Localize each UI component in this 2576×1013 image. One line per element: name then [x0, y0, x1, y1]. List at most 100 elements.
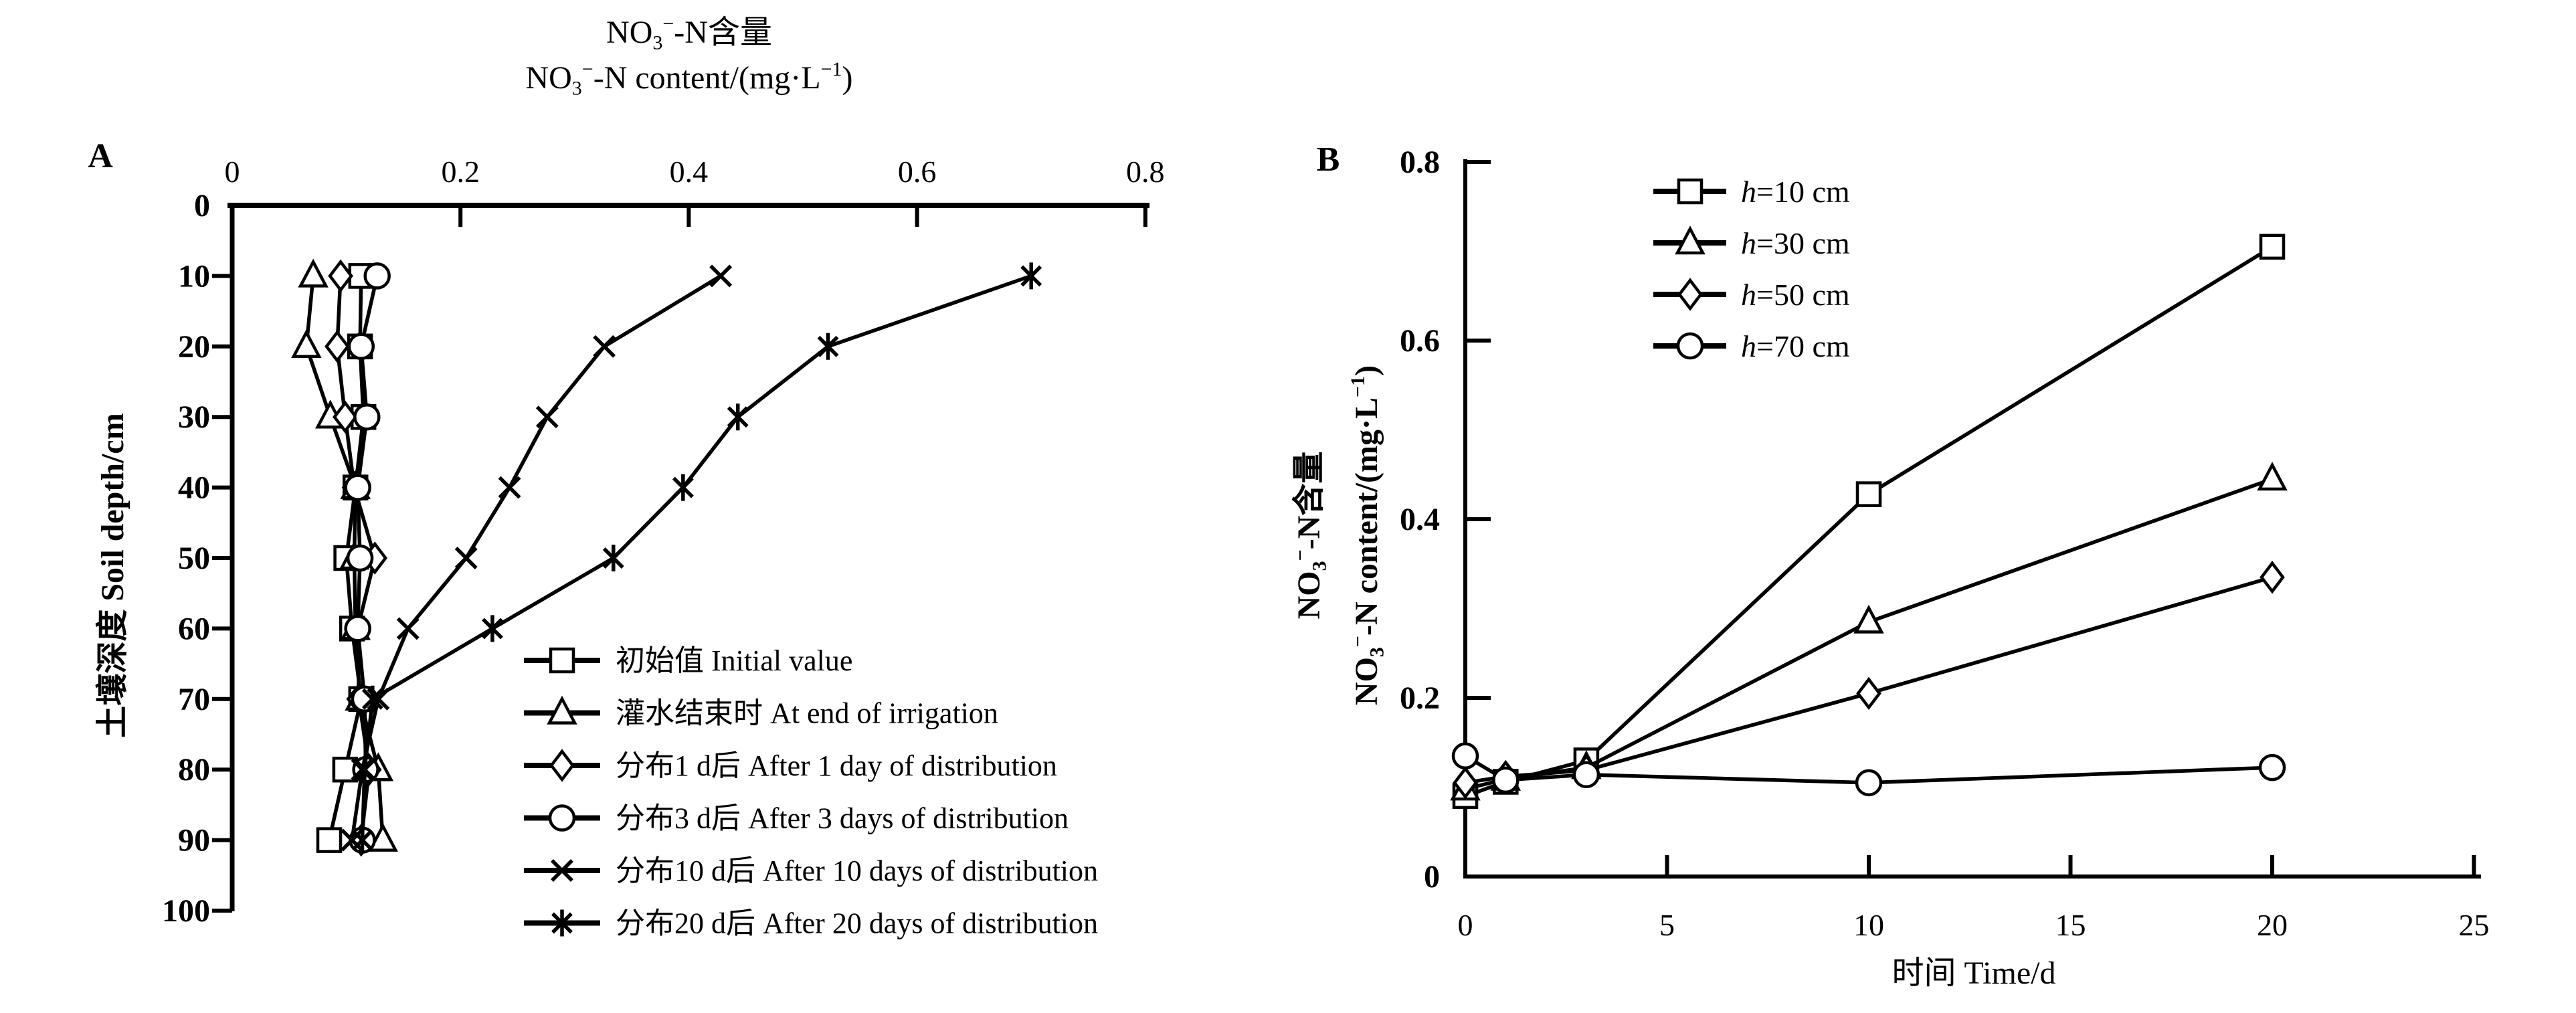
- a-y-tick-label: 90: [178, 823, 210, 858]
- a-y-tick-label: 70: [178, 682, 210, 717]
- a-series-5-marker: [817, 333, 839, 360]
- panel-b-label: B: [1317, 141, 1340, 179]
- b-y-tick-label: 0.8: [1400, 145, 1440, 180]
- a-series-5-marker: [1020, 262, 1042, 290]
- a-title-cn: NO3−-N含量: [606, 13, 772, 54]
- b-legend-label: h=50 cm: [1741, 278, 1850, 312]
- b-y-tick-label: 0.2: [1400, 680, 1440, 716]
- b-y-axis-label-en: NO3−-N content/(mg·L−1): [1347, 365, 1388, 705]
- b-legend-marker-square: [1677, 178, 1704, 205]
- a-legend-marker-triangle: [547, 695, 577, 725]
- a-series-5-marker: [602, 545, 624, 571]
- b-x-tick-label: 0: [1458, 908, 1473, 942]
- a-legend-item-1: 灌水结束时 At end of irrigation: [524, 695, 998, 730]
- b-legend-marker-triangle: [1675, 225, 1706, 255]
- a-x-tick-label: 0.2: [441, 155, 480, 189]
- a-series-5-marker: [361, 685, 383, 713]
- a-y-tick-label: 10: [178, 258, 210, 294]
- a-series-2-marker: [328, 259, 353, 293]
- b-series-2-marker: [1453, 766, 1478, 800]
- b-series-0-marker: [1855, 481, 1882, 507]
- a-series-4-marker: [396, 617, 420, 640]
- panel-b: 0 0.2 0.4 0.6 0.8 0 5 10 15 20 25 NO3−-N含量 NO3−-N co…: [1289, 145, 2490, 942]
- a-legend-label: 分布10 d后 After 10 days of distribution: [616, 854, 1098, 887]
- a-series-5-marker: [727, 403, 749, 431]
- a-series-1-marker: [298, 258, 329, 288]
- b-series-3-marker: [1855, 769, 1883, 797]
- b-x-tick-label: 15: [2055, 908, 2086, 942]
- a-series-3-marker: [353, 403, 381, 431]
- b-x-tick-label: 25: [2459, 908, 2490, 942]
- a-series-1-marker: [367, 822, 398, 852]
- a-series-5-marker: [353, 756, 375, 784]
- b-series-0-marker: [2259, 234, 2286, 260]
- b-legend-item-0: h=10 cm: [1653, 175, 1850, 209]
- a-series-5-marker: [351, 826, 373, 854]
- a-legend-item-3: 分布3 d后 After 3 days of distribution: [524, 802, 1069, 835]
- b-series-1-marker: [2257, 462, 2288, 491]
- b-legend-marker-circle: [1676, 332, 1704, 360]
- a-series-4-marker: [593, 335, 616, 358]
- a-series-5-marker: [482, 615, 503, 642]
- a-legend-label: 分布20 d后 After 20 days of distribution: [616, 907, 1098, 940]
- a-title-en: NO3−-N content/(mg·L−1): [525, 58, 852, 100]
- a-series-2-marker: [333, 400, 358, 434]
- a-y-tick-label: 30: [178, 399, 210, 435]
- b-series-3-marker: [1451, 742, 1479, 770]
- b-x-tick-label: 5: [1659, 908, 1675, 942]
- a-x-tick-label: 0: [225, 155, 240, 189]
- a-series-4-marker: [341, 828, 364, 852]
- a-x-tick-label: 0.6: [898, 155, 937, 189]
- b-legend-label: h=30 cm: [1741, 226, 1850, 260]
- b-legend-item-3: h=70 cm: [1653, 329, 1850, 363]
- b-series-3-marker: [1572, 761, 1600, 789]
- a-x-tick-label: 0.4: [670, 155, 709, 189]
- a-series-4-marker: [709, 264, 733, 288]
- a-y-tick-label: 40: [178, 470, 210, 506]
- b-legend-label: h=70 cm: [1741, 329, 1850, 363]
- b-x-tick-label: 20: [2257, 908, 2288, 942]
- b-series-1-marker: [1853, 604, 1884, 634]
- a-legend-marker-circle: [548, 804, 576, 832]
- a-legend-item-4: 分布10 d后 After 10 days of distribution: [524, 854, 1098, 887]
- b-legend-label: h=10 cm: [1741, 175, 1850, 209]
- b-legend-item-1: h=30 cm: [1653, 225, 1850, 260]
- a-y-tick-label: 100: [162, 893, 210, 929]
- a-series-3-marker: [344, 615, 371, 642]
- b-series-3-marker: [1492, 766, 1520, 794]
- a-series-5-marker: [672, 474, 694, 501]
- a-series-3-marker: [347, 333, 375, 361]
- a-series-3-marker: [346, 544, 374, 572]
- b-x-axis-label: 时间 Time/d: [1892, 955, 2056, 991]
- a-y-tick-label: 20: [178, 329, 210, 365]
- a-series-4-marker: [535, 405, 559, 429]
- panel-a-label: A: [88, 137, 113, 175]
- a-y-tick-label: 60: [178, 611, 210, 646]
- a-legend-item-0: 初始值 Initial value: [524, 644, 852, 677]
- a-y-axis-label: 土壤深度 Soil depth/cm: [95, 413, 130, 737]
- a-y-tick-label: 80: [178, 752, 210, 788]
- b-legend-item-2: h=50 cm: [1653, 278, 1850, 312]
- a-legend-item-5: 分布20 d后 After 20 days of distribution: [524, 907, 1098, 940]
- b-y-tick-label: 0.4: [1400, 502, 1440, 537]
- a-series-3-marker: [344, 474, 371, 501]
- b-series-2-marker: [2260, 561, 2285, 594]
- a-x-tick-label: 0.8: [1126, 155, 1165, 189]
- a-series-4-marker: [498, 476, 521, 499]
- b-y-tick-label: 0.6: [1400, 323, 1440, 359]
- a-legend-marker-asterisk: [551, 909, 573, 937]
- a-series-3-marker: [363, 262, 391, 290]
- a-legend-label: 灌水结束时 At end of irrigation: [616, 697, 998, 730]
- a-legend-label: 分布3 d后 After 3 days of distribution: [616, 802, 1069, 835]
- a-series-2-marker: [325, 330, 350, 363]
- a-series-4-marker: [454, 547, 478, 569]
- b-x-tick-label: 10: [1853, 908, 1884, 942]
- a-legend-marker-diamond: [549, 749, 575, 782]
- b-series-2-marker: [1856, 676, 1881, 711]
- a-series-0-marker: [316, 827, 343, 853]
- b-y-axis-label-cn: NO3−-N含量: [1289, 452, 1331, 620]
- b-y-tick-label: 0: [1424, 859, 1440, 895]
- a-legend-marker-x: [551, 859, 573, 882]
